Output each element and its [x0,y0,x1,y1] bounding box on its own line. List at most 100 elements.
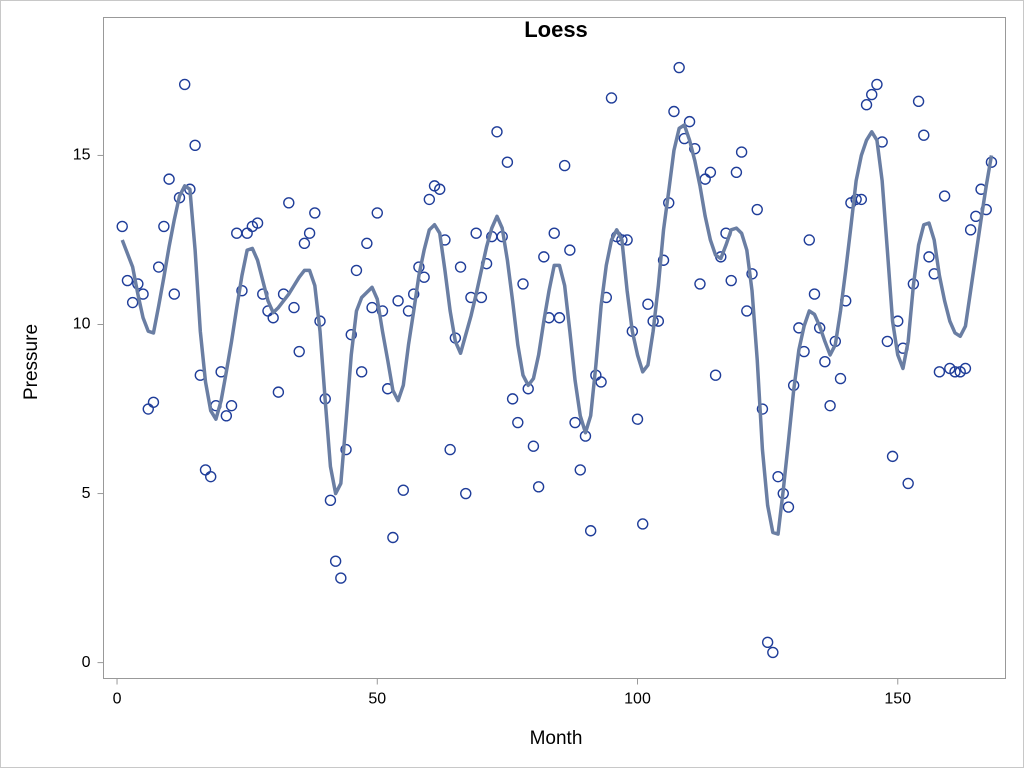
data-point [569,416,581,429]
x-tick-label: 0 [113,691,122,708]
data-point [225,399,238,412]
data-point [527,440,540,452]
data-point [126,296,139,309]
data-point [761,636,774,649]
data-point [558,159,571,172]
data-point [460,487,472,500]
data-point [886,450,899,463]
data-point [964,224,977,236]
data-point [553,312,566,324]
data-point [808,288,821,300]
data-point [361,237,373,250]
data-point [324,494,337,507]
x-tick-label: 100 [624,691,651,708]
data-point [517,278,529,290]
data-point [803,234,815,246]
data-point [564,244,576,256]
data-point [392,295,404,307]
data-point [933,366,946,378]
data-point [595,376,607,388]
x-axis-label: Month [530,728,583,749]
data-point [959,362,972,375]
data-point [881,335,894,348]
data-point [824,399,836,412]
data-point [501,156,514,168]
data-point [163,173,175,185]
data-point [704,166,717,179]
data-point [335,572,347,584]
y-tick-label: 15 [73,147,91,164]
x-tick-label: 50 [368,691,386,708]
data-point [251,217,264,229]
data-point [735,146,748,158]
data-point [574,464,586,476]
data-point [288,301,300,314]
data-point [158,220,170,233]
data-point [371,207,383,219]
chart-title: Loess [524,17,588,42]
data-point [709,369,722,381]
data-point [121,274,134,287]
data-point [345,328,357,341]
data-point [350,264,363,277]
data-point [866,88,878,101]
data-point [694,278,706,290]
data-point [491,126,503,138]
data-point [902,477,914,490]
data-point [923,251,935,263]
data-point [309,207,321,219]
data-point [725,274,737,287]
data-point [605,92,618,104]
data-point [147,396,160,408]
y-axis-label: Pressure [21,324,42,400]
data-point [548,227,560,239]
data-point [444,443,456,456]
loess-line [120,123,994,536]
data-point [657,254,670,266]
data-point [340,443,352,456]
data-point [512,416,524,429]
data-point [584,525,597,537]
data-point [298,237,311,250]
data-point [189,139,201,152]
data-point [938,190,951,202]
data-point [387,531,399,544]
data-point [871,78,883,91]
data-point [538,251,550,263]
y-tick-label: 5 [82,485,91,502]
data-point [642,298,654,310]
y-tick-label: 0 [82,654,91,671]
data-point [730,166,743,179]
x-tick-label: 150 [884,691,911,708]
data-point [283,197,295,209]
data-point [631,413,644,425]
data-point [434,183,446,195]
data-point [912,95,925,108]
data-point [855,193,868,206]
data-point [272,386,285,398]
data-point [782,501,795,513]
data-point [293,345,305,358]
data-point [637,518,649,530]
data-point [767,646,779,659]
plot-frame [103,17,1006,679]
data-point [506,393,519,405]
data-point [918,129,930,141]
data-point [751,203,763,216]
data-point [756,403,769,415]
data-point [470,227,482,239]
y-tick-label: 10 [73,316,91,333]
data-point [116,220,128,233]
data-point [220,410,233,422]
data-point [168,288,180,300]
data-point [303,227,316,239]
data-point [860,99,873,111]
data-point [205,470,217,483]
data-point [397,484,409,496]
data-point [668,105,680,118]
data-point [949,366,961,378]
data-point [683,115,696,128]
data-point [152,261,165,273]
data-point [423,193,436,206]
